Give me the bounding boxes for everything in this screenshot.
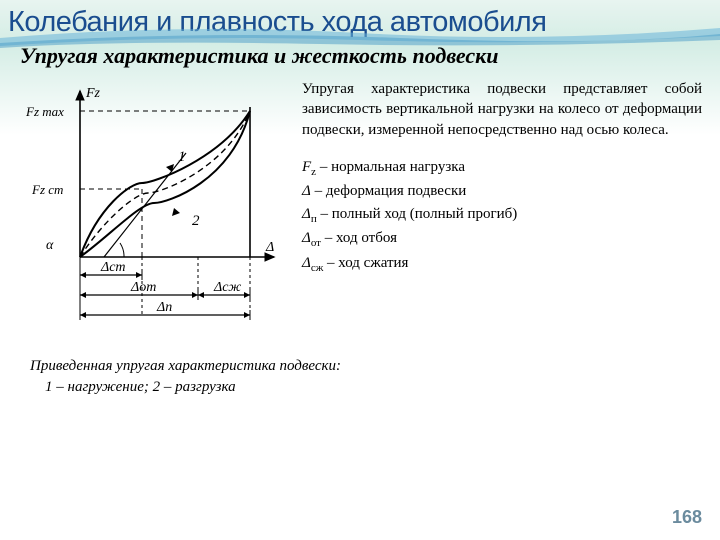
svg-text:Δп: Δп (156, 300, 172, 315)
svg-text:α: α (46, 238, 54, 253)
suspension-characteristic-diagram: Δст Δот Δсж Δп Fz Fz max Fz ст Δα 1 2 (18, 79, 288, 344)
page-number: 168 (672, 507, 702, 528)
svg-text:1: 1 (178, 149, 186, 165)
decorative-wave (0, 18, 720, 48)
definition-row: Δот – ход отбоя (302, 227, 702, 252)
definition-row: Fz – нормальная нагрузка (302, 156, 702, 181)
svg-text:2: 2 (192, 213, 200, 229)
definition-row: Δп – полный ход (полный прогиб) (302, 203, 702, 228)
svg-text:Fz: Fz (85, 86, 101, 101)
definition-row: Δ – деформация подвески (302, 180, 702, 203)
svg-text:Δ: Δ (265, 240, 274, 255)
svg-text:Δсж: Δсж (213, 280, 241, 295)
caption-line-1: Приведенная упругая характеристика подве… (30, 358, 341, 374)
svg-text:Δст: Δст (100, 260, 126, 275)
text-column: Упругая характеристика подвески представ… (302, 79, 702, 344)
svg-text:Fz max: Fz max (25, 104, 64, 119)
svg-text:Δот: Δот (130, 280, 156, 295)
caption-line-2: 1 – нагружение; 2 – разгрузка (45, 379, 236, 395)
definition-row: Δсж – ход сжатия (302, 252, 702, 277)
svg-text:Fz ст: Fz ст (31, 182, 63, 197)
definition-paragraph: Упругая характеристика подвески представ… (302, 79, 702, 140)
symbol-definitions: Fz – нормальная нагрузкаΔ – деформация п… (302, 156, 702, 277)
content-row: Δст Δот Δсж Δп Fz Fz max Fz ст Δα 1 2 Упругая хар… (0, 69, 720, 344)
figure-caption: Приведенная упругая характеристика подве… (0, 344, 720, 398)
